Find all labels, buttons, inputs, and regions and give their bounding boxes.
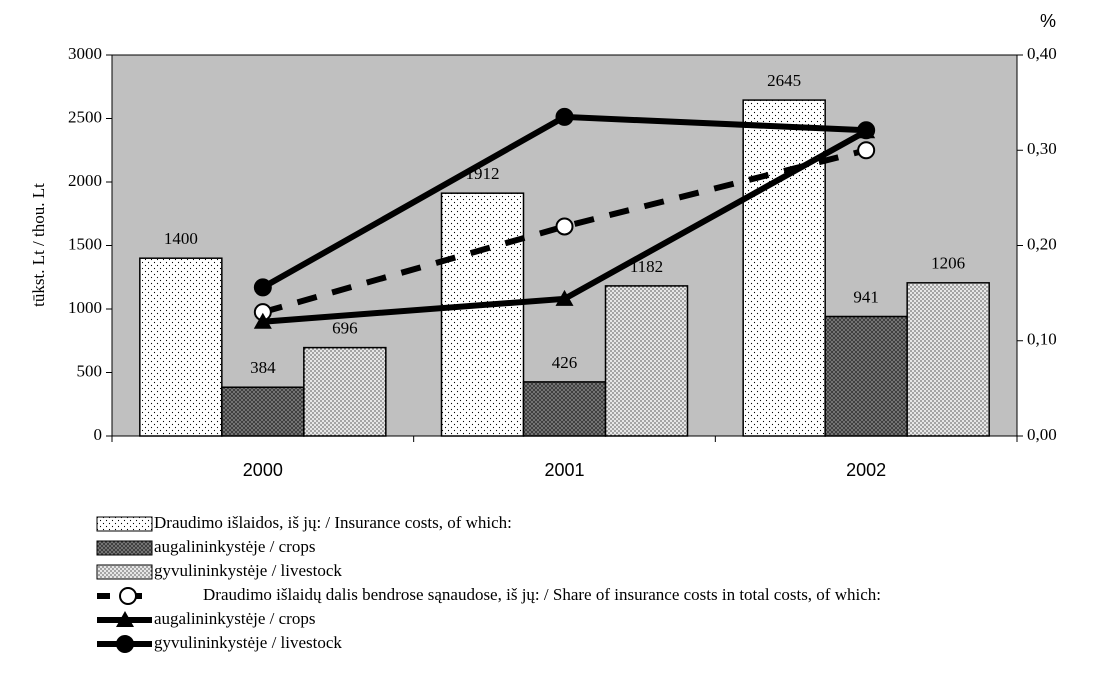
x-tick-label: 2002 — [846, 460, 886, 480]
line-marker — [555, 107, 574, 126]
y-axis-label: tūkst. Lt / thou. Lt — [29, 183, 48, 307]
bar-value-label: 1206 — [931, 254, 965, 273]
y2-tick-label: 0,30 — [1027, 139, 1057, 158]
y2-axis-label: % — [1040, 11, 1056, 31]
legend-swatch — [96, 564, 153, 580]
bar — [522, 381, 607, 437]
x-tick-label: 2001 — [544, 460, 584, 480]
line-marker — [857, 141, 876, 160]
bar — [824, 315, 908, 437]
bar-value-label: 2645 — [767, 71, 801, 90]
y-tick-label: 1500 — [68, 234, 102, 253]
bar — [742, 99, 826, 437]
x-tick-label: 2000 — [243, 460, 283, 480]
bar — [221, 386, 305, 437]
bar-value-label: 1400 — [164, 229, 198, 248]
bar — [906, 282, 990, 437]
legend-marker — [116, 635, 134, 653]
legend-swatch — [96, 516, 153, 532]
bar — [440, 192, 525, 437]
bar-value-label: 941 — [853, 287, 879, 306]
y-tick-label: 500 — [77, 361, 103, 380]
bar — [604, 285, 689, 437]
y-tick-label: 1000 — [68, 298, 102, 317]
line-marker — [253, 312, 272, 329]
y-tick-label: 2500 — [68, 107, 102, 126]
y-tick-label: 3000 — [68, 44, 102, 63]
bar — [303, 346, 387, 437]
legend-label: gyvulininkystėje / livestock — [154, 561, 342, 580]
y2-tick-label: 0,00 — [1027, 425, 1057, 444]
legend-label: gyvulininkystėje / livestock — [154, 633, 342, 652]
bar-value-label: 426 — [552, 353, 578, 372]
line-marker — [555, 289, 574, 306]
legend-label: augalininkystėje / crops — [154, 609, 315, 628]
y2-tick-label: 0,40 — [1027, 44, 1057, 63]
y-tick-label: 2000 — [68, 171, 102, 190]
bar — [139, 257, 223, 437]
legend-label: Draudimo išlaidų dalis bendrose sąnaudos… — [203, 585, 881, 604]
line-marker — [253, 278, 272, 297]
legend-label: Draudimo išlaidos, iš jų: / Insurance co… — [154, 513, 512, 532]
line — [262, 147, 867, 316]
legend-marker — [119, 587, 137, 605]
line-marker — [857, 121, 876, 140]
y2-tick-label: 0,20 — [1027, 234, 1057, 253]
line-marker — [555, 217, 574, 236]
bar-value-label: 696 — [332, 319, 358, 338]
legend-marker — [116, 611, 134, 627]
y-tick-label: 0 — [94, 425, 103, 444]
bar-value-label: 1182 — [630, 257, 663, 276]
legend-label: augalininkystėje / crops — [154, 537, 315, 556]
legend-swatch — [96, 540, 153, 556]
y2-tick-label: 0,10 — [1027, 330, 1057, 349]
bar-value-label: 384 — [250, 358, 276, 377]
